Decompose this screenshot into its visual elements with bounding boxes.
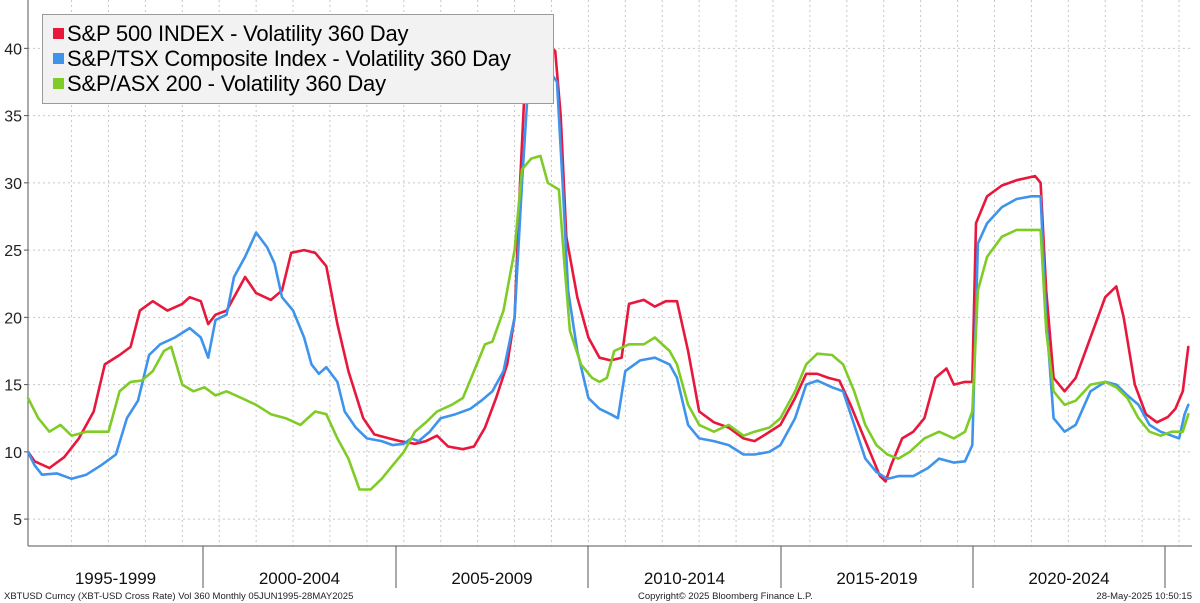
x-period-label: 2000-2004 [259,569,340,588]
x-period-label: 1995-1999 [75,569,156,588]
footer-timestamp: 28-May-2025 10:50:15 [1096,591,1192,602]
y-tick-label: 15 [4,378,22,395]
series-line-0 [26,40,1190,483]
legend-entry-asx: S&P/ASX 200 - Volatility 360 Day [53,71,553,96]
chart-legend: S&P 500 INDEX - Volatility 360 Day S&P/T… [42,14,554,104]
legend-entry-sp500: S&P 500 INDEX - Volatility 360 Day [53,21,553,46]
axes [24,0,1192,588]
legend-swatch-sp500 [53,28,64,39]
y-tick-label: 35 [4,109,22,126]
x-period-label: 2015-2019 [836,569,917,588]
legend-label-sp500: S&P 500 INDEX - Volatility 360 Day [67,20,409,46]
y-axis-tick-labels: 5 10 15 20 25 30 35 40 [4,41,22,529]
y-tick-label: 5 [13,512,22,529]
legend-swatch-asx [53,78,64,89]
y-tick-label: 10 [4,445,22,462]
series-line-1 [26,67,1190,481]
y-tick-label: 40 [4,41,22,58]
footer-copyright: Copyright© 2025 Bloomberg Finance L.P. [638,591,813,602]
x-period-label: 2010-2014 [644,569,725,588]
legend-swatch-tsx [53,53,64,64]
x-axis-period-labels: 1995-1999 2000-2004 2005-2009 2010-2014 2015… [75,569,1110,588]
x-period-label: 2020-2024 [1028,569,1109,588]
footer-source-text: XBTUSD Curncy (XBT-USD Cross Rate) Vol 3… [4,591,354,602]
y-tick-label: 30 [4,176,22,193]
legend-label-asx: S&P/ASX 200 - Volatility 360 Day [67,70,386,96]
x-period-label: 2005-2009 [451,569,532,588]
series-line-2 [26,154,1190,491]
y-tick-label: 20 [4,310,22,327]
series-lines [26,40,1190,491]
y-tick-label: 25 [4,243,22,260]
chart-footer: XBTUSD Curncy (XBT-USD Cross Rate) Vol 3… [0,589,1200,603]
legend-entry-tsx: S&P/TSX Composite Index - Volatility 360… [53,46,553,71]
legend-label-tsx: S&P/TSX Composite Index - Volatility 360… [67,45,511,71]
